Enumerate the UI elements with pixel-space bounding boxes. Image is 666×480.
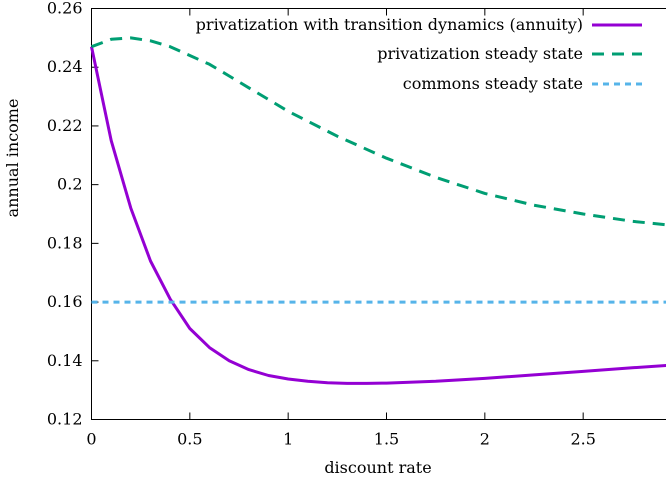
legend-label-1: privatization with transition dynamics (…	[196, 15, 583, 34]
y-tick-label: 0.12	[47, 410, 83, 429]
y-tick-label: 0.26	[47, 0, 83, 18]
x-axis-title: discount rate	[324, 458, 431, 477]
y-tick-label: 0.18	[47, 233, 83, 252]
y-tick-label: 0.22	[47, 116, 83, 135]
y-axis-title: annual income	[3, 99, 22, 218]
series-layer	[90, 36, 666, 385]
x-tick-label: 0	[86, 430, 96, 449]
legend-label-2: privatization steady state	[377, 44, 583, 63]
x-tick-label: 2.5	[570, 430, 595, 449]
legend-label-3: commons steady state	[403, 74, 583, 93]
series-line-2	[90, 36, 666, 227]
series-line-1	[90, 46, 666, 385]
x-axis-ticks: 00.511.522.53	[86, 8, 596, 449]
y-tick-label: 0.16	[47, 292, 83, 311]
y-tick-label: 0.14	[47, 351, 83, 370]
x-tick-label: 1	[283, 430, 293, 449]
x-tick-label: 0.5	[177, 430, 202, 449]
x-tick-label: 1.5	[374, 430, 399, 449]
y-axis-ticks: 0.12 0.14 0.16 0.18 0.2 0.22 0.24 0.26	[47, 0, 99, 429]
y-tick-label: 0.24	[47, 57, 83, 76]
x-tick-label: 2	[480, 430, 490, 449]
legend: privatization with transition dynamics (…	[196, 15, 642, 93]
y-tick-label: 0.2	[57, 175, 82, 194]
